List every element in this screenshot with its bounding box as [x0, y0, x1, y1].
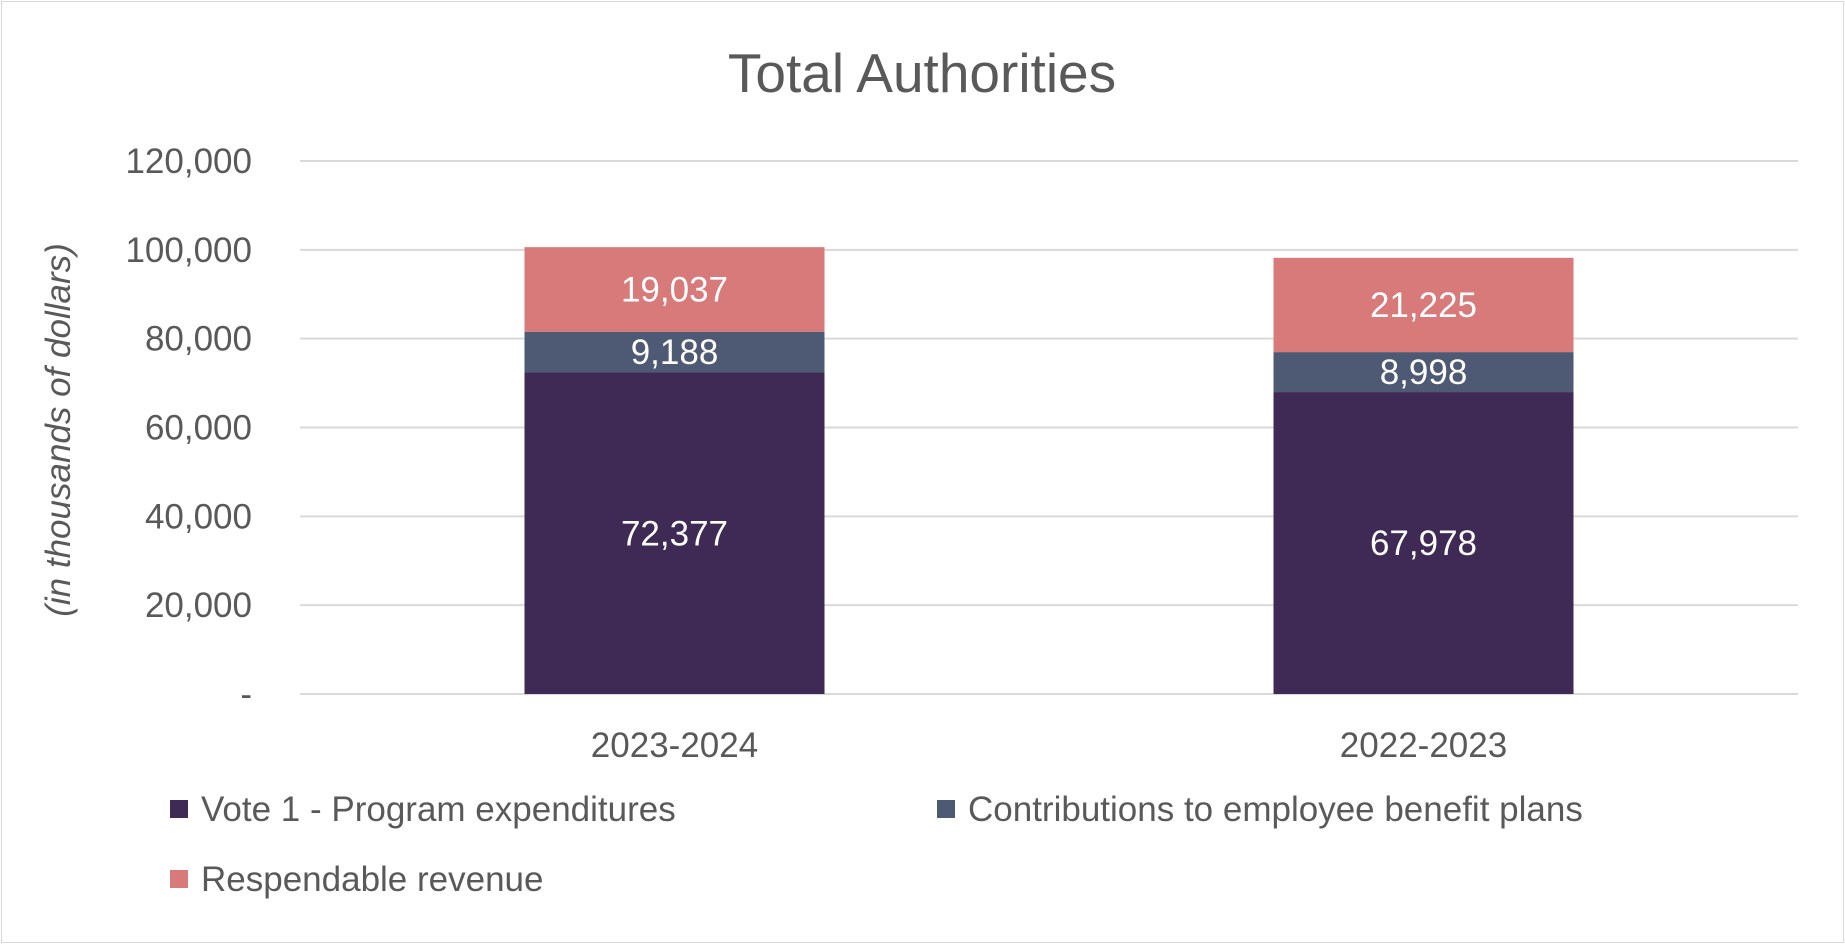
bar-segment: [1273, 257, 1574, 353]
y-tick-label: 100,000: [125, 231, 252, 270]
legend-label: Respendable revenue: [201, 860, 543, 899]
legend-label: Vote 1 - Program expenditures: [201, 790, 676, 829]
y-tick-label: 120,000: [125, 142, 252, 181]
bar-segment: [1273, 352, 1574, 393]
chart-title: Total Authorities: [728, 42, 1116, 104]
data-label: 8,998: [1380, 353, 1468, 392]
bar-segment: [524, 372, 825, 694]
y-tick-label: 40,000: [145, 497, 252, 536]
bar-segment: [524, 247, 825, 332]
data-label: 72,377: [621, 514, 728, 553]
legend-swatch: [170, 870, 188, 888]
x-tick-label: 2023-2024: [591, 726, 758, 765]
y-tick-label: 60,000: [145, 409, 252, 448]
y-tick-label: 80,000: [145, 320, 252, 359]
data-label: 9,188: [631, 333, 719, 372]
bar-segment: [1273, 392, 1574, 694]
legend-swatch: [937, 800, 955, 818]
legend-swatch: [170, 800, 188, 818]
y-tick-label: 20,000: [145, 586, 252, 625]
y-tick-label: -: [240, 675, 252, 714]
bar-segment: [524, 331, 825, 373]
data-label: 21,225: [1370, 286, 1477, 325]
x-tick-label: 2022-2023: [1340, 726, 1507, 765]
y-axis-label: (in thousands of dollars): [39, 243, 78, 617]
data-label: 19,037: [621, 270, 728, 309]
legend-label: Contributions to employee benefit plans: [968, 790, 1583, 829]
data-label: 67,978: [1370, 524, 1477, 563]
